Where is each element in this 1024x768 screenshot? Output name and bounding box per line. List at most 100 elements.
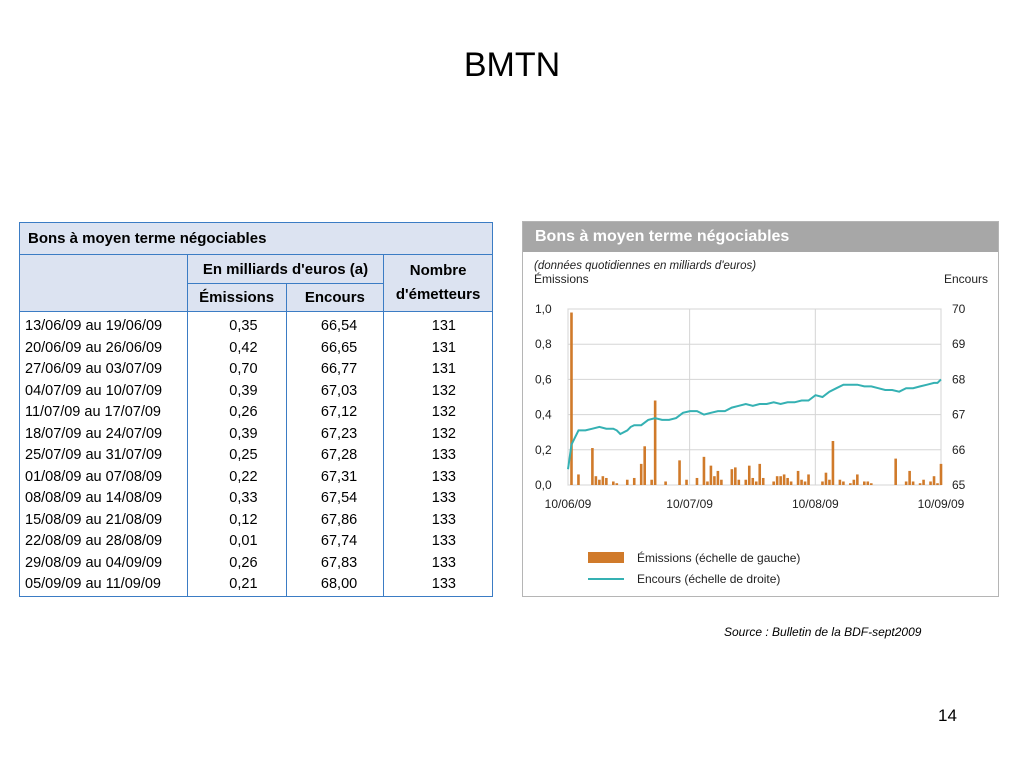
table-cell-period: 15/08/09 au 21/08/09: [25, 511, 163, 528]
emissions-bar: [922, 479, 925, 485]
table-cell-nombre: 131: [431, 361, 456, 377]
y2-tick-label: 65: [952, 478, 966, 492]
table-cell-encours: 67,83: [320, 554, 358, 571]
emissions-bar: [653, 400, 657, 485]
emissions-bar: [824, 472, 828, 485]
emissions-bar: [570, 312, 573, 485]
table-title: Bons à moyen terme négociables: [20, 223, 492, 255]
y2-tick-label: 67: [952, 408, 966, 422]
table-cell-period: 08/08/09 au 14/08/09: [25, 490, 163, 506]
y-tick-label: 0,8: [535, 337, 552, 351]
table-cell-nombre: 131: [431, 318, 456, 334]
emissions-bar: [775, 476, 779, 485]
emissions-bar: [838, 479, 842, 485]
table-cell-emissions: 0,21: [229, 576, 258, 592]
emissions-bar: [716, 470, 720, 485]
y2-tick-label: 70: [952, 302, 966, 316]
emissions-bar: [828, 479, 831, 485]
table-cell-emissions: 0,33: [229, 490, 258, 506]
chart-subtitle: (données quotidiennes en milliards d'eur…: [534, 260, 757, 272]
emissions-bar: [625, 479, 629, 485]
table-cell-period: 05/09/09 au 11/09/09: [25, 576, 161, 592]
emissions-bar: [594, 476, 598, 485]
y-tick-label: 0,6: [535, 372, 552, 386]
emissions-bar: [730, 469, 734, 485]
table-cell-encours: 67,86: [320, 511, 358, 528]
table-cell-nombre: 133: [431, 468, 456, 485]
emissions-bar: [758, 463, 762, 485]
emissions-bar: [639, 463, 643, 485]
table-cell-nombre: 132: [431, 382, 456, 399]
emissions-bar: [744, 479, 748, 485]
emissions-bar: [863, 481, 866, 485]
table-cell-encours: 67,54: [320, 490, 358, 506]
table-cell-emissions: 0,01: [229, 533, 258, 549]
chart-title: Bons à moyen terme négociables: [523, 222, 998, 252]
emissions-bar: [789, 481, 793, 485]
emissions-header: Émissions: [186, 283, 287, 312]
emissions-bar: [831, 441, 835, 485]
slide-title: BMTN: [463, 46, 561, 84]
emissions-bar: [782, 474, 786, 485]
emissions-bar: [643, 446, 646, 485]
encours-header: Encours: [285, 283, 384, 312]
emissions-bar: [650, 479, 653, 485]
emissions-bar: [754, 481, 758, 485]
x-tick-label: 10/07/09: [666, 497, 713, 511]
y-axis-left-label: Émissions: [534, 271, 589, 286]
emissions-bar: [894, 458, 897, 485]
emissions-bar: [720, 479, 723, 485]
table-cell-period: 27/06/09 au 03/07/09: [25, 361, 163, 377]
emissions-bar: [856, 474, 859, 485]
bmtn-table: Bons à moyen terme négociables En millia…: [20, 223, 492, 596]
table-cell-encours: 67,03: [320, 382, 358, 399]
legend-swatch-emissions: [588, 552, 624, 563]
emissions-bar: [939, 463, 943, 485]
emissions-bar: [911, 481, 915, 485]
table-cell-nombre: 133: [431, 554, 456, 571]
emissions-bar: [605, 477, 608, 485]
emissions-bar: [713, 476, 716, 485]
table-cell-emissions: 0,22: [229, 468, 258, 485]
plot-frame: [567, 308, 942, 486]
chart-panel: Bons à moyen terme négociables (données …: [522, 221, 999, 597]
table-cell-encours: 66,65: [320, 339, 358, 356]
emissions-bar: [803, 481, 807, 485]
emissions-bar: [734, 467, 737, 485]
emissions-bar: [779, 476, 782, 485]
emissions-bar: [706, 481, 709, 485]
table-cell-nombre: 131: [431, 339, 456, 356]
table-cell-encours: 67,31: [320, 468, 358, 485]
table-cell-nombre: 132: [431, 404, 456, 420]
group-header: En milliards d'euros (a): [186, 254, 384, 284]
emissions-bar: [904, 481, 908, 485]
x-tick-label: 10/09/09: [918, 497, 965, 511]
emissions-bar: [737, 479, 741, 485]
table-cell-emissions: 0,26: [229, 554, 258, 571]
emissions-bar: [695, 477, 699, 485]
table-cell-period: 29/08/09 au 04/09/09: [25, 554, 163, 571]
encours-column: 66,54 66,65 66,77 67,03 67,12 67,23 67,28 67,31…: [285, 311, 384, 596]
table-cell-encours: 66,54: [320, 318, 358, 334]
table-cell-nombre: 133: [431, 490, 456, 506]
table-cell-period: 01/08/09 au 07/08/09: [25, 468, 163, 485]
emissions-bar: [591, 448, 594, 485]
y2-tick-label: 68: [952, 372, 966, 386]
emissions-bar: [849, 483, 852, 485]
table-cell-period: 11/07/09 au 17/07/09: [25, 404, 161, 420]
emissions-bar: [918, 483, 922, 485]
emissions-bar: [796, 470, 800, 485]
table-cell-period: 25/07/09 au 31/07/09: [25, 447, 163, 463]
table-cell-nombre: 132: [431, 425, 456, 442]
emissions-bar: [601, 476, 605, 485]
data-table: Bons à moyen terme négociables En millia…: [19, 222, 493, 597]
emissions-bar: [577, 474, 580, 485]
table-cell-nombre: 133: [431, 576, 456, 592]
emissions-bar: [852, 479, 856, 485]
table-cell-emissions: 0,39: [229, 425, 258, 442]
table-cell-emissions: 0,42: [229, 339, 258, 356]
emissions-bar: [678, 460, 681, 485]
emissions-column: 0,35 0,42 0,70 0,39 0,26 0,39 0,25 0,22 0,33 0,12…: [186, 311, 287, 596]
emissions-bar: [632, 477, 636, 485]
legend-label-encours: Encours (échelle de droite): [637, 572, 780, 586]
